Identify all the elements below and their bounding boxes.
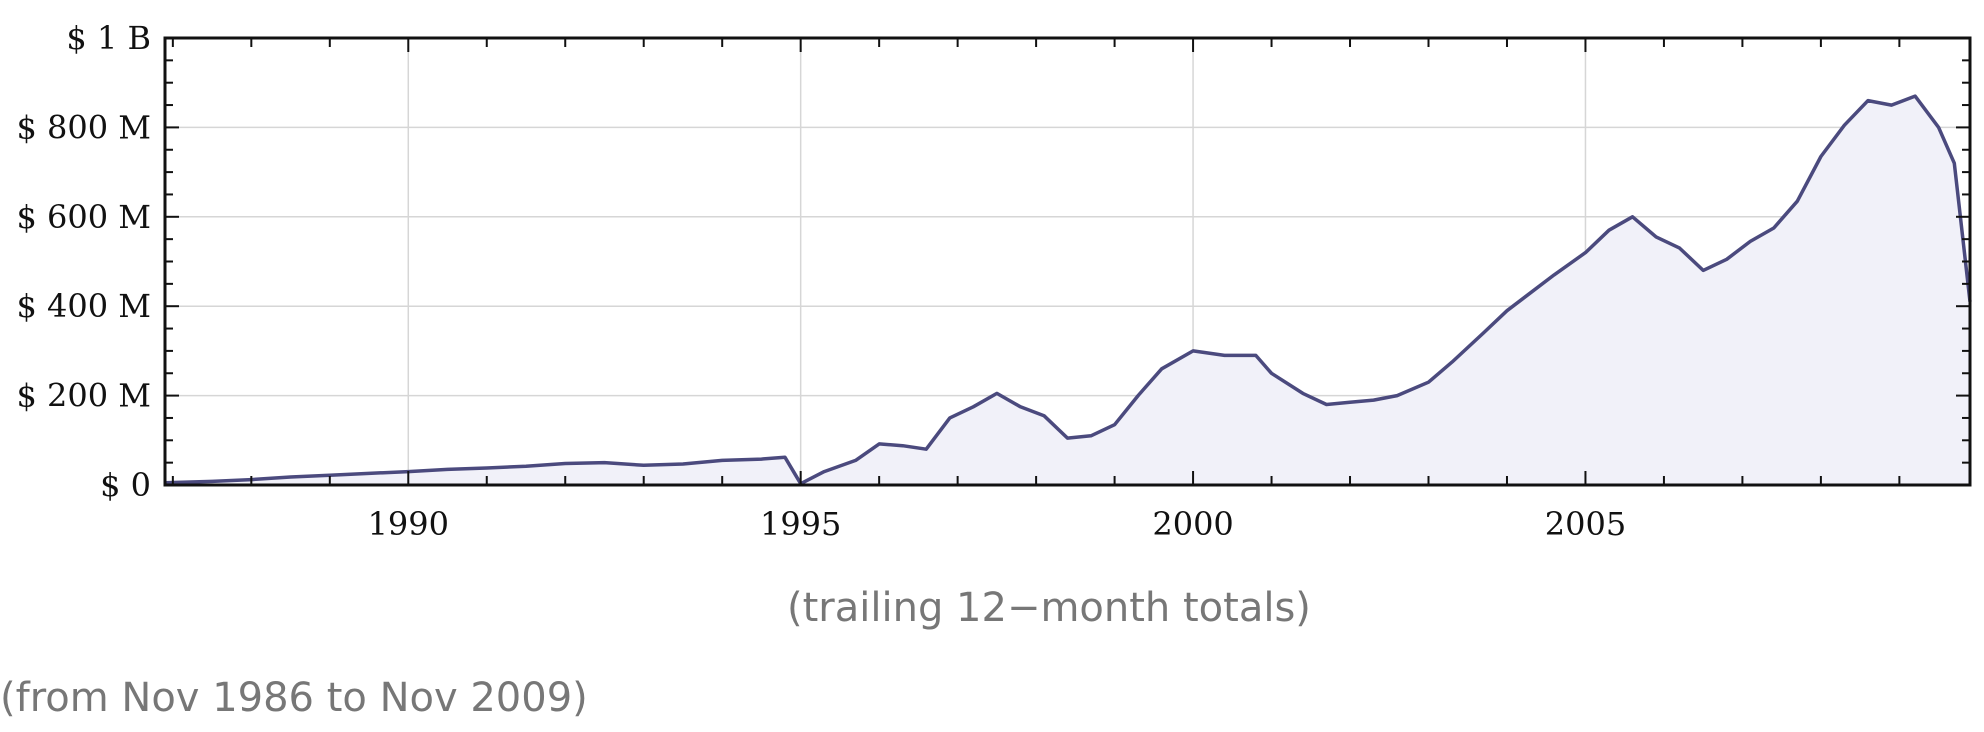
y-tick-label: $ 400 M — [16, 287, 151, 325]
y-tick-label: $ 800 M — [16, 108, 151, 146]
y-tick-label: $ 200 M — [16, 377, 151, 415]
y-tick-label: $ 0 — [100, 466, 151, 504]
series-line — [164, 94, 1972, 486]
axis-tick-labels: 1990 1995 2000 2005 $ 0 $ 200 M $ 400 M $ 600 M… — [16, 19, 1626, 543]
y-tick-label: $ 1 B — [66, 19, 151, 57]
x-tick-label: 1990 — [368, 505, 449, 543]
chart-subtitle: (trailing 12−month totals) — [787, 585, 1311, 631]
series-area-fill — [165, 96, 1970, 485]
x-tick-label: 1995 — [760, 505, 841, 543]
axis-ticks — [165, 37, 1970, 486]
x-tick-label: 2000 — [1152, 505, 1233, 543]
y-tick-label: $ 600 M — [16, 198, 151, 236]
date-range-note: (from Nov 1986 to Nov 2009) — [0, 675, 588, 721]
x-tick-label: 2005 — [1545, 505, 1626, 543]
